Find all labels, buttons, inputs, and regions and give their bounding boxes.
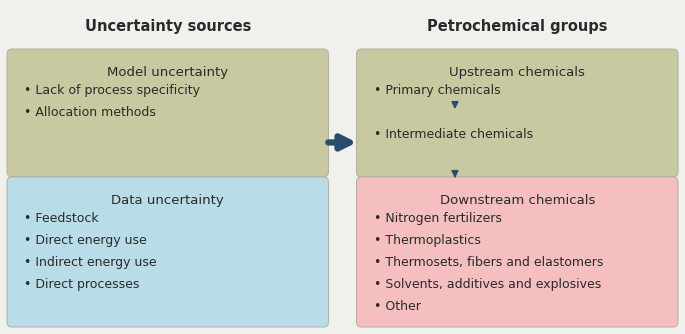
FancyBboxPatch shape xyxy=(356,49,678,177)
Text: • Primary chemicals: • Primary chemicals xyxy=(373,84,500,97)
Text: • Intermediate chemicals: • Intermediate chemicals xyxy=(373,128,533,141)
Text: • Direct energy use: • Direct energy use xyxy=(24,234,147,247)
FancyBboxPatch shape xyxy=(7,49,329,177)
FancyArrowPatch shape xyxy=(328,136,350,149)
Text: • Indirect energy use: • Indirect energy use xyxy=(24,256,157,269)
Text: Uncertainty sources: Uncertainty sources xyxy=(84,19,251,34)
Text: Data uncertainty: Data uncertainty xyxy=(112,194,224,207)
Text: • Nitrogen fertilizers: • Nitrogen fertilizers xyxy=(373,212,501,225)
Text: • Thermoplastics: • Thermoplastics xyxy=(373,234,480,247)
Text: Downstream chemicals: Downstream chemicals xyxy=(440,194,595,207)
Text: Petrochemical groups: Petrochemical groups xyxy=(427,19,608,34)
Text: Model uncertainty: Model uncertainty xyxy=(107,66,228,79)
FancyBboxPatch shape xyxy=(7,177,329,327)
Text: Upstream chemicals: Upstream chemicals xyxy=(449,66,585,79)
Text: • Feedstock: • Feedstock xyxy=(24,212,99,225)
FancyBboxPatch shape xyxy=(356,177,678,327)
Text: • Thermosets, fibers and elastomers: • Thermosets, fibers and elastomers xyxy=(373,256,603,269)
Text: • Solvents, additives and explosives: • Solvents, additives and explosives xyxy=(373,278,601,291)
Text: • Direct processes: • Direct processes xyxy=(24,278,139,291)
Text: • Other: • Other xyxy=(373,300,421,313)
Text: • Lack of process specificity: • Lack of process specificity xyxy=(24,84,200,97)
Text: • Allocation methods: • Allocation methods xyxy=(24,106,156,119)
